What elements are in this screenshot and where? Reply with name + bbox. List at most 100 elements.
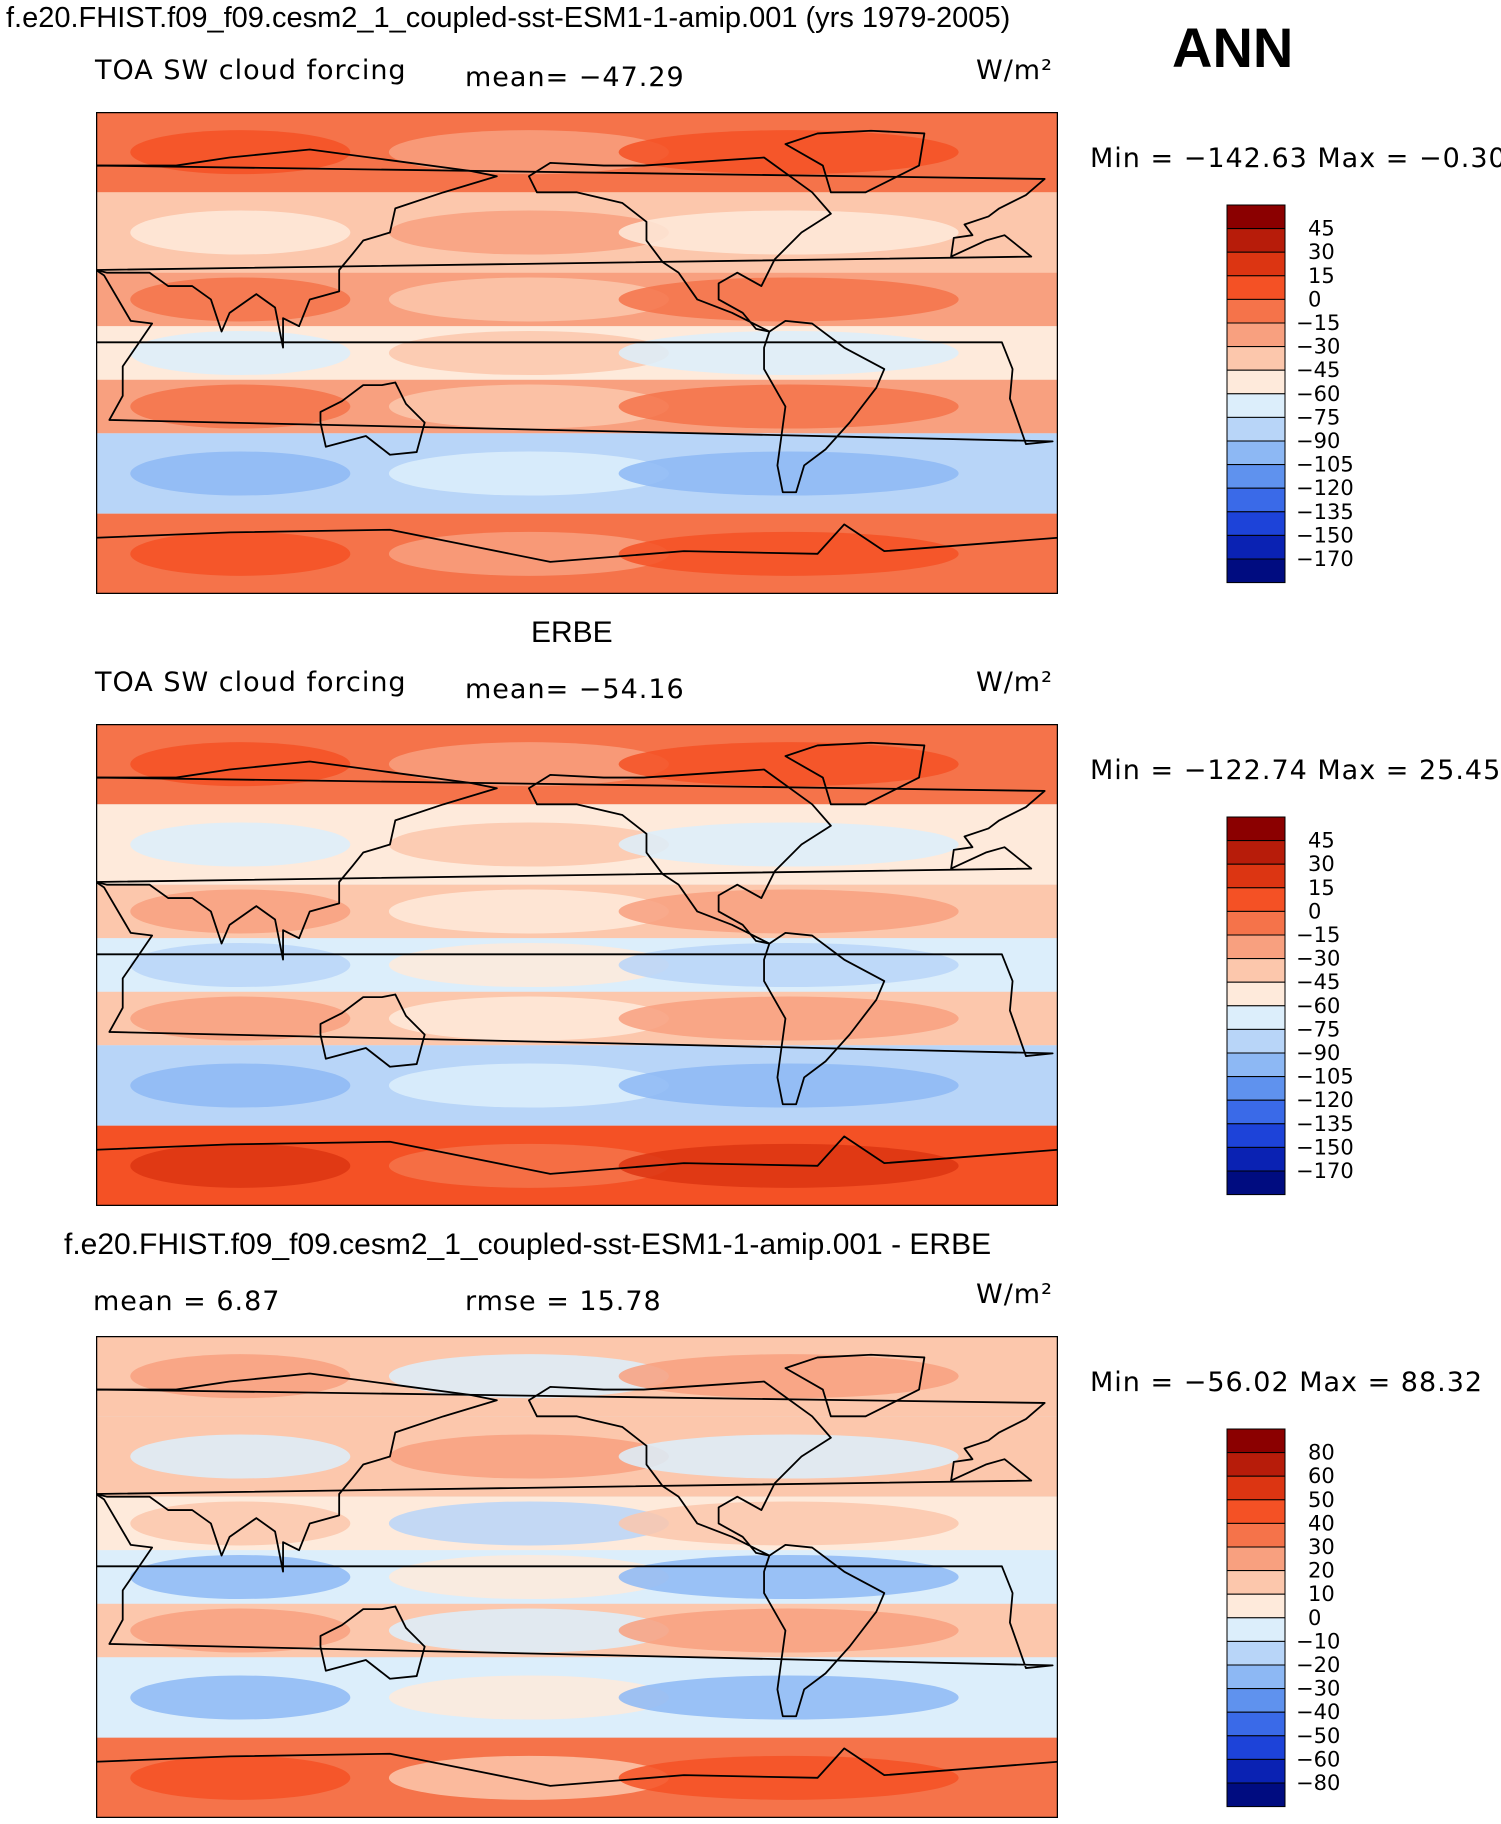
colorbar-tick-label: −90 <box>1296 1041 1340 1065</box>
colorbar-tick-label: 0 <box>1308 1606 1321 1630</box>
contour-region <box>130 1608 351 1653</box>
contour-region <box>388 451 669 496</box>
colorbar-tick-label: 45 <box>1308 829 1335 853</box>
colorbar-tick-label: 80 <box>1308 1441 1335 1465</box>
colorbar-tick-label: −45 <box>1296 358 1340 382</box>
coastline-antarctica <box>96 1747 1058 1818</box>
colorbar-swatch <box>1226 910 1286 936</box>
figure-title: f.e20.FHIST.f09_f09.cesm2_1_coupled-sst-… <box>6 2 1011 34</box>
colorbar-tick-label: −120 <box>1296 1088 1354 1112</box>
colorbar-tick-label: −15 <box>1296 923 1340 947</box>
panel2-mean-label: mean= −54.16 <box>465 674 685 705</box>
coastline-eurasia <box>96 148 498 349</box>
colorbar-swatch <box>1226 1052 1286 1078</box>
panel2-units-label: W/m² <box>976 667 1053 698</box>
contour-region <box>618 277 959 322</box>
panel3-heading: f.e20.FHIST.f09_f09.cesm2_1_coupled-sst-… <box>64 1228 992 1261</box>
coastline-north-america <box>527 1380 832 1557</box>
colorbar-swatch <box>1226 487 1286 513</box>
colorbar-tick-label: 45 <box>1308 217 1335 241</box>
contour-region <box>618 384 959 429</box>
contour-region <box>130 822 351 867</box>
coastline-greenland <box>784 129 926 194</box>
colorbar-tick-label: −120 <box>1296 476 1354 500</box>
colorbar-tick-label: 20 <box>1308 1559 1335 1583</box>
contour-region <box>130 210 351 255</box>
colorbar-swatch <box>1226 1570 1286 1595</box>
colorbar-swatch <box>1226 416 1286 442</box>
colorbar-swatch <box>1226 1475 1286 1501</box>
colorbar-swatch <box>1226 1735 1286 1760</box>
colorbar-tick-label: −135 <box>1296 500 1354 524</box>
coastline-europe-w <box>96 164 1046 271</box>
coastline-australia <box>319 381 426 456</box>
contour-region <box>130 1555 351 1599</box>
colorbar-swatch <box>1226 1123 1286 1148</box>
colorbar-tick-label: 50 <box>1308 1488 1335 1512</box>
colorbar-swatch <box>1226 981 1286 1007</box>
contour-region <box>130 1063 351 1108</box>
colorbar-swatch <box>1226 440 1286 466</box>
coastline-europe-w <box>96 1388 1046 1495</box>
contour-region <box>130 943 351 987</box>
panel1-colorbar: 45 30 15 0 −15 −30 −45 −60 −75 −90 −105 −120 −135 −15… <box>1226 204 1501 584</box>
contour-region <box>388 1354 669 1399</box>
panel1-minmax-label: Min = −142.63 Max = −0.30 <box>1090 143 1501 174</box>
colorbar-swatch <box>1226 393 1286 418</box>
colorbar-swatch <box>1226 1758 1286 1784</box>
contour-region <box>618 451 959 496</box>
panel2-colorbar: 45 30 15 0 −15 −30 −45 −60 −75 −90 −105 −120 −135 −15… <box>1226 816 1501 1196</box>
coastline-africa <box>96 1493 1054 1669</box>
coastline-greenland <box>784 1353 926 1418</box>
colorbar-swatch <box>1226 322 1286 348</box>
colorbar-tick-label: −150 <box>1296 523 1354 547</box>
coastline-north-america <box>527 156 832 333</box>
contour-region <box>618 1434 959 1479</box>
panel3-mean-label: mean = 6.87 <box>93 1286 281 1317</box>
contour-region <box>618 331 959 375</box>
colorbar-swatch <box>1226 558 1286 584</box>
contour-region <box>130 889 351 934</box>
colorbar-swatch <box>1226 298 1286 324</box>
contour-region <box>130 384 351 429</box>
contour-region <box>388 889 669 934</box>
coastline-greenland <box>784 741 926 806</box>
map-frame <box>96 112 1058 594</box>
panel2-map <box>96 724 1058 1206</box>
colorbar-swatch <box>1226 251 1286 277</box>
coastline-antarctica <box>96 523 1058 594</box>
coastline-antarctica <box>96 1135 1058 1206</box>
contour-region <box>388 210 669 255</box>
colorbar-tick-label: −30 <box>1296 1677 1340 1701</box>
colorbar-tick-label: −150 <box>1296 1135 1354 1159</box>
contour-region <box>130 742 351 787</box>
contour-region <box>618 1555 959 1599</box>
panel2-minmax-label: Min = −122.74 Max = 25.45 <box>1090 755 1501 786</box>
colorbar-tick-label: −105 <box>1296 1065 1354 1089</box>
panel2-variable-label: TOA SW cloud forcing <box>95 667 407 698</box>
colorbar-tick-label: −80 <box>1296 1771 1340 1795</box>
colorbar-tick-label: −20 <box>1296 1653 1340 1677</box>
colorbar-tick-label: 60 <box>1308 1464 1335 1488</box>
colorbar-swatch <box>1226 1170 1286 1196</box>
coastline-australia <box>319 1605 426 1680</box>
contour-region <box>618 943 959 987</box>
coastline-north-america <box>527 768 832 945</box>
colorbar-swatch <box>1226 958 1286 983</box>
colorbar-tick-label: −30 <box>1296 947 1340 971</box>
contour-region <box>618 1608 959 1653</box>
contour-region <box>388 742 669 787</box>
colorbar-tick-label: −45 <box>1296 970 1340 994</box>
panel1-variable-label: TOA SW cloud forcing <box>95 55 407 86</box>
colorbar-swatch <box>1226 1664 1286 1690</box>
colorbar-svg: 4530150−15−30−45−60−75−90−105−120−135−15… <box>1226 816 1354 1196</box>
colorbar-swatch <box>1226 1522 1286 1548</box>
colorbar-swatch <box>1226 204 1286 230</box>
colorbar-tick-label: 10 <box>1308 1582 1335 1606</box>
coastline-australia <box>319 993 426 1068</box>
colorbar-tick-label: −50 <box>1296 1724 1340 1748</box>
contour-region <box>130 996 351 1041</box>
panel1-units-label: W/m² <box>976 55 1053 86</box>
contour-region <box>130 1675 351 1720</box>
coastline-south-america <box>763 319 886 494</box>
